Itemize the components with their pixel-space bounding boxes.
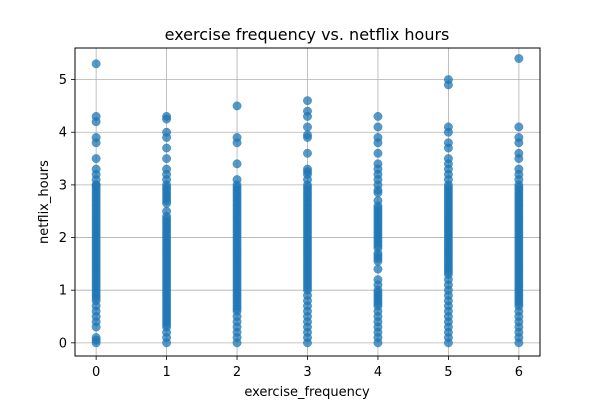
- y-tick-label: 1: [59, 284, 67, 299]
- data-point: [373, 240, 383, 250]
- data-point: [373, 138, 383, 148]
- data-point: [232, 101, 242, 111]
- y-tick-label: 4: [59, 126, 67, 141]
- data-point: [232, 304, 242, 314]
- data-point: [373, 338, 383, 348]
- data-point: [162, 338, 172, 348]
- data-point: [162, 143, 172, 153]
- data-point: [373, 148, 383, 158]
- data-point: [162, 114, 172, 124]
- x-axis-label: exercise_frequency: [244, 385, 370, 400]
- data-point: [91, 322, 101, 332]
- data-point: [373, 298, 383, 308]
- data-point: [303, 283, 312, 293]
- data-point: [373, 122, 383, 132]
- x-tick-label: 1: [162, 365, 170, 380]
- x-tick-label: 0: [92, 365, 100, 380]
- data-point: [303, 148, 312, 158]
- data-point: [91, 154, 101, 164]
- y-tick-label: 0: [59, 336, 67, 351]
- data-point: [303, 122, 312, 132]
- y-tick-label: 2: [59, 231, 67, 246]
- data-point: [162, 198, 172, 208]
- data-point: [514, 338, 524, 348]
- data-point: [162, 133, 172, 142]
- data-point: [232, 338, 242, 348]
- data-point: [91, 59, 101, 69]
- data-point: [514, 298, 524, 308]
- ticks-layer: 0 1 2 3 4 5 6 0 1 2 3 4 5: [59, 73, 523, 380]
- data-point: [443, 127, 453, 137]
- data-point: [443, 80, 453, 90]
- y-axis-label: netflix_hours: [37, 160, 52, 244]
- x-tick-label: 4: [374, 365, 382, 380]
- data-point: [373, 111, 383, 121]
- data-point: [303, 130, 312, 140]
- chart-title: exercise frequency vs. netflix hours: [165, 25, 450, 44]
- data-point: [514, 138, 524, 148]
- data-point: [232, 138, 242, 148]
- data-point: [91, 293, 101, 303]
- data-point: [373, 256, 383, 266]
- x-tick-label: 2: [233, 365, 241, 380]
- data-point: [303, 96, 312, 106]
- x-tick-label: 3: [303, 365, 311, 380]
- x-tick-label: 5: [444, 365, 452, 380]
- data-point: [373, 188, 383, 198]
- data-point: [443, 143, 453, 153]
- data-point: [303, 111, 312, 121]
- data-point: [91, 138, 101, 148]
- data-point: [443, 267, 453, 277]
- data-point: [303, 167, 312, 177]
- y-tick-label: 5: [59, 73, 67, 88]
- data-point: [91, 117, 101, 127]
- data-point: [162, 154, 172, 164]
- x-tick-label: 6: [515, 365, 523, 380]
- data-point: [514, 122, 524, 132]
- data-point: [514, 54, 524, 63]
- data-point: [91, 338, 101, 348]
- data-point: [162, 319, 172, 329]
- points-layer: [91, 54, 524, 348]
- data-point: [232, 159, 242, 169]
- data-point: [514, 154, 524, 164]
- data-point: [443, 338, 453, 348]
- data-point: [303, 338, 312, 348]
- y-tick-label: 3: [59, 178, 67, 193]
- data-point: [373, 264, 383, 274]
